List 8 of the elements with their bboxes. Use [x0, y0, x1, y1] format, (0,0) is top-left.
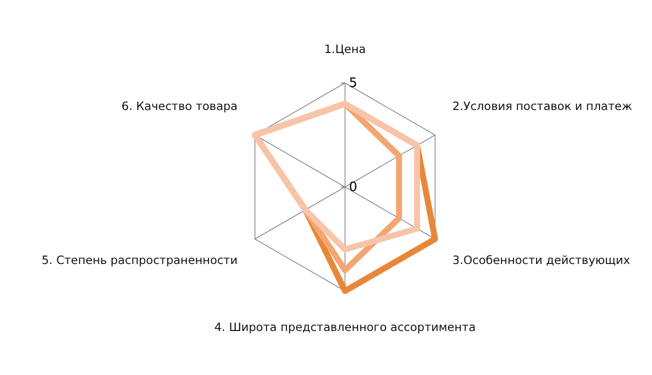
spoke-label: 4. Широта представленного ассортимента	[214, 320, 476, 334]
spoke-label: 6. Качество товара	[122, 99, 238, 113]
y-tick-label: 0	[349, 180, 358, 195]
y-tick-label: 5	[349, 76, 358, 91]
spoke-label: 3.Особенности действующих	[452, 253, 630, 267]
spoke-label: 2.Условия поставок и платеж	[452, 99, 632, 113]
spoke-label: 1.Цена	[324, 42, 366, 56]
spoke-label: 5. Степень распространенности	[42, 253, 238, 267]
